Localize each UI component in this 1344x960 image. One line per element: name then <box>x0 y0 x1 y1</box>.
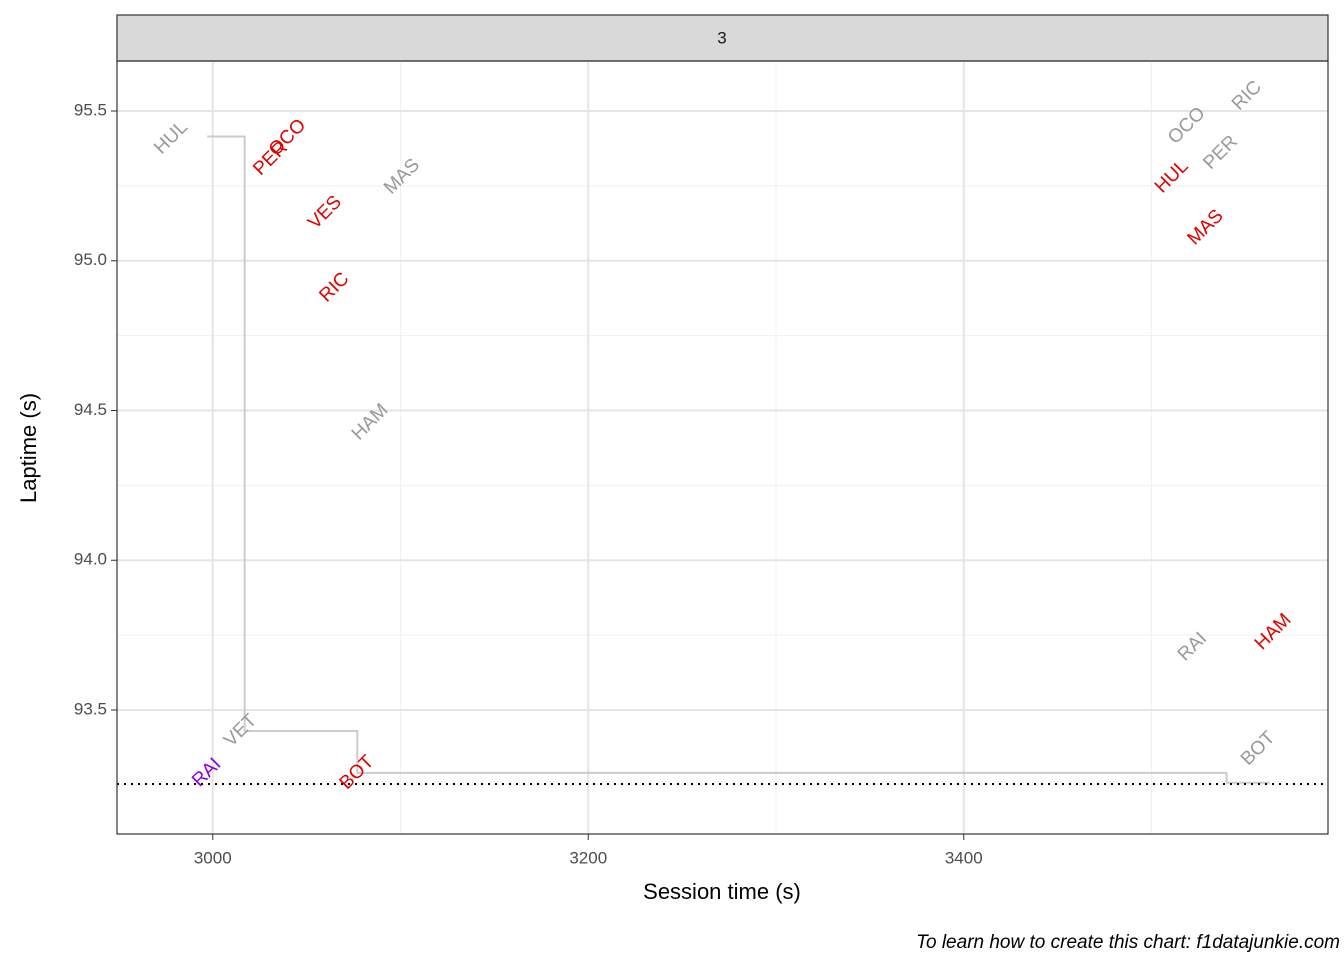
facet-label: 3 <box>717 28 726 47</box>
caption: To learn how to create this chart: f1dat… <box>916 932 1340 953</box>
x-tick-label: 3000 <box>194 848 232 867</box>
point-label: RIC <box>1228 77 1266 115</box>
y-tick-label: 95.5 <box>74 101 107 120</box>
point-label: VES <box>304 192 346 234</box>
facet-strip <box>116 14 1329 62</box>
point-label: MAS <box>1184 205 1228 249</box>
point-label: RAI <box>188 754 225 791</box>
y-tick-label: 93.5 <box>74 699 107 718</box>
point-label: HAM <box>1251 609 1296 654</box>
x-tick-label: 3200 <box>569 848 607 867</box>
point-label: BOT <box>1237 727 1280 770</box>
y-tick-label: 94.0 <box>74 550 107 569</box>
y-tick-label: 95.0 <box>74 250 107 269</box>
point-label: VET <box>220 710 261 751</box>
y-tick-label: 94.5 <box>74 400 107 419</box>
point-label: PER <box>1199 131 1241 173</box>
point-label: HUL <box>1151 156 1193 198</box>
point-label: OCO <box>1164 103 1209 148</box>
y-axis-title: Laptime (s) <box>16 393 41 503</box>
x-tick-label: 3400 <box>945 848 983 867</box>
best-lap-step <box>207 135 1270 784</box>
panel-border <box>116 60 1329 835</box>
point-label: HUL <box>150 117 192 159</box>
point-label: HAM <box>348 400 393 445</box>
point-label: RAI <box>1174 628 1211 665</box>
x-axis-title: Session time (s) <box>643 879 801 904</box>
point-label: MAS <box>380 155 424 199</box>
point-label: RIC <box>315 268 353 306</box>
